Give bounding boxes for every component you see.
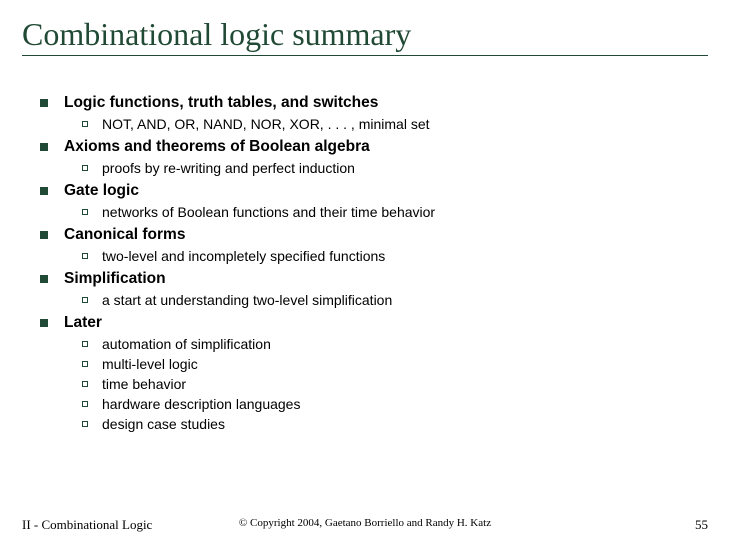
- heading-text: Canonical forms: [64, 226, 185, 244]
- footer: II - Combinational Logic © Copyright 200…: [0, 517, 730, 533]
- slide-title: Combinational logic summary: [22, 16, 708, 53]
- subitem-text: two-level and incompletely specified fun…: [102, 248, 385, 264]
- section: Gate logic networks of Boolean functions…: [40, 182, 708, 220]
- subitem-text: networks of Boolean functions and their …: [102, 204, 435, 220]
- heading-text: Simplification: [64, 270, 166, 288]
- hollow-square-icon: [82, 361, 88, 367]
- heading-row: Gate logic: [40, 182, 708, 200]
- section: Canonical forms two-level and incomplete…: [40, 226, 708, 264]
- hollow-square-icon: [82, 381, 88, 387]
- section: Logic functions, truth tables, and switc…: [40, 94, 708, 132]
- slide: Combinational logic summary Logic functi…: [0, 0, 730, 547]
- heading-row: Later: [40, 314, 708, 332]
- section: Simplification a start at understanding …: [40, 270, 708, 308]
- heading-text: Gate logic: [64, 182, 139, 200]
- square-bullet-icon: [40, 143, 48, 151]
- heading-text: Logic functions, truth tables, and switc…: [64, 94, 378, 112]
- subitem-text: NOT, AND, OR, NAND, NOR, XOR, . . . , mi…: [102, 116, 430, 132]
- subitem-text: multi-level logic: [102, 356, 198, 372]
- subitem-row: design case studies: [82, 416, 708, 432]
- slide-number: 55: [695, 517, 708, 533]
- section: Later automation of simplification multi…: [40, 314, 708, 432]
- subitem-text: hardware description languages: [102, 396, 300, 412]
- hollow-square-icon: [82, 209, 88, 215]
- subitem-row: automation of simplification: [82, 336, 708, 352]
- heading-row: Canonical forms: [40, 226, 708, 244]
- subitem-row: two-level and incompletely specified fun…: [82, 248, 708, 264]
- footer-left: II - Combinational Logic: [22, 517, 152, 533]
- title-underline: [22, 55, 708, 56]
- heading-row: Simplification: [40, 270, 708, 288]
- section: Axioms and theorems of Boolean algebra p…: [40, 138, 708, 176]
- square-bullet-icon: [40, 231, 48, 239]
- footer-center: © Copyright 2004, Gaetano Borriello and …: [239, 517, 491, 529]
- heading-text: Later: [64, 314, 102, 332]
- subitem-row: networks of Boolean functions and their …: [82, 204, 708, 220]
- hollow-square-icon: [82, 421, 88, 427]
- subitem-row: a start at understanding two-level simpl…: [82, 292, 708, 308]
- subitem-text: automation of simplification: [102, 336, 271, 352]
- hollow-square-icon: [82, 401, 88, 407]
- subitem-text: design case studies: [102, 416, 225, 432]
- heading-text: Axioms and theorems of Boolean algebra: [64, 138, 370, 156]
- square-bullet-icon: [40, 319, 48, 327]
- heading-row: Logic functions, truth tables, and switc…: [40, 94, 708, 112]
- heading-row: Axioms and theorems of Boolean algebra: [40, 138, 708, 156]
- subitem-row: NOT, AND, OR, NAND, NOR, XOR, . . . , mi…: [82, 116, 708, 132]
- hollow-square-icon: [82, 341, 88, 347]
- subitem-row: hardware description languages: [82, 396, 708, 412]
- content-area: Logic functions, truth tables, and switc…: [22, 94, 708, 432]
- subitem-row: multi-level logic: [82, 356, 708, 372]
- square-bullet-icon: [40, 187, 48, 195]
- hollow-square-icon: [82, 165, 88, 171]
- subitem-text: a start at understanding two-level simpl…: [102, 292, 392, 308]
- square-bullet-icon: [40, 275, 48, 283]
- subitem-row: time behavior: [82, 376, 708, 392]
- subitem-row: proofs by re-writing and perfect inducti…: [82, 160, 708, 176]
- subitem-text: time behavior: [102, 376, 186, 392]
- hollow-square-icon: [82, 121, 88, 127]
- subitem-text: proofs by re-writing and perfect inducti…: [102, 160, 355, 176]
- hollow-square-icon: [82, 253, 88, 259]
- hollow-square-icon: [82, 297, 88, 303]
- square-bullet-icon: [40, 99, 48, 107]
